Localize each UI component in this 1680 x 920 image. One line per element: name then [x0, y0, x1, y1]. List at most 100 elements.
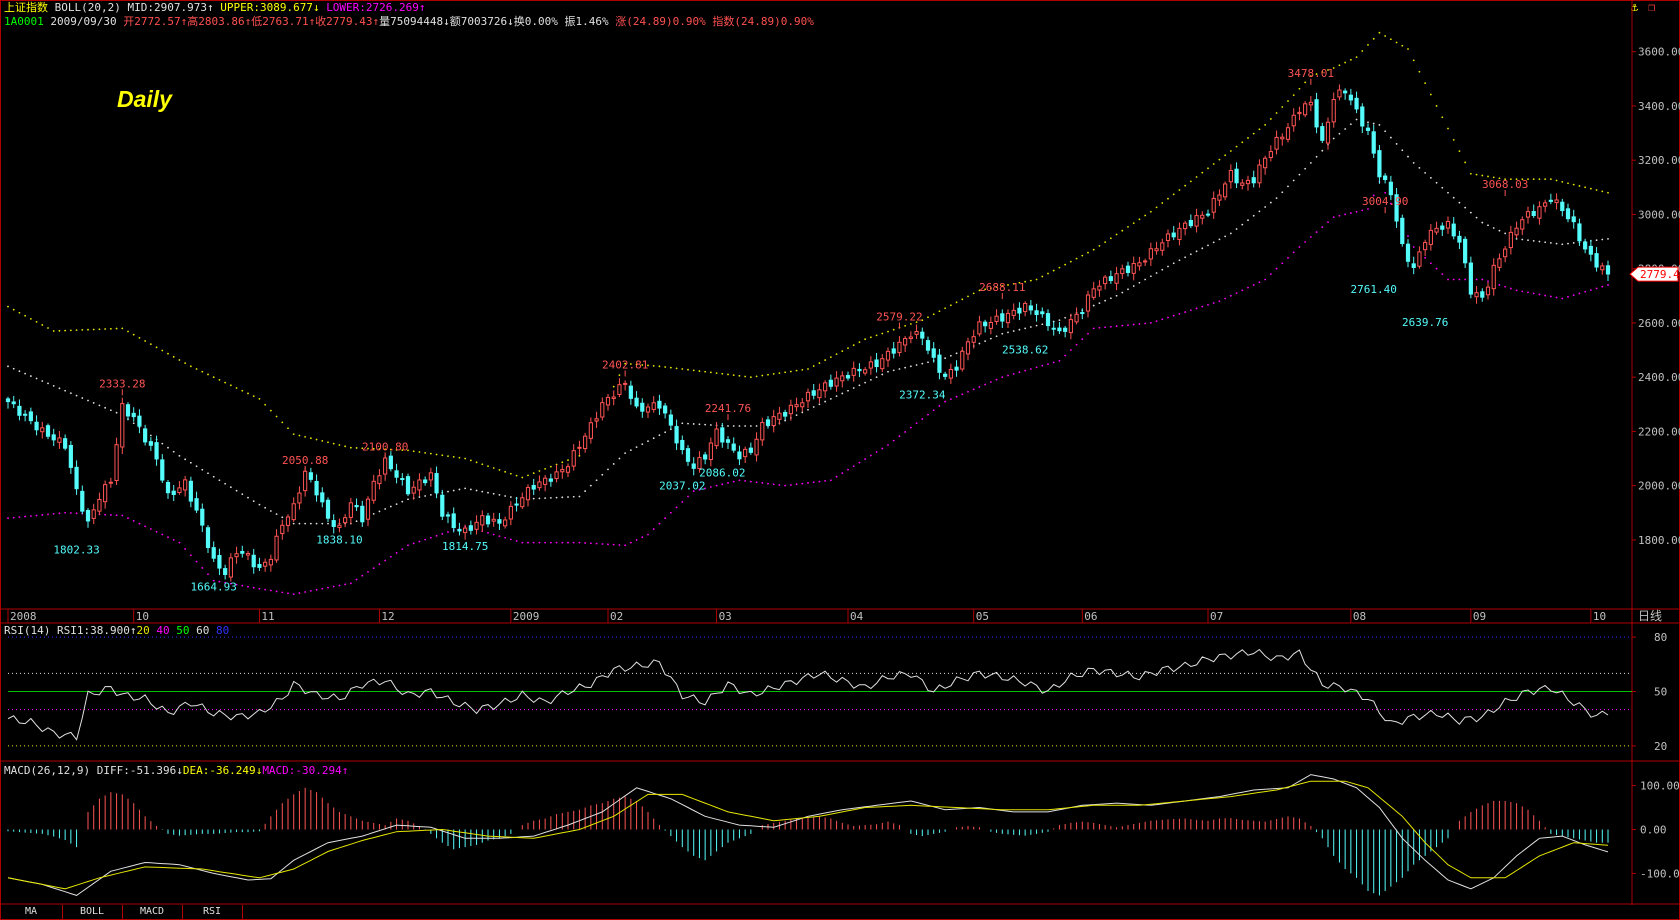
boll-lower-dot	[1212, 302, 1215, 304]
rsi-y-tick-label: 80	[1654, 631, 1667, 644]
boll-upper-dot	[1452, 138, 1455, 141]
boll-lower-dot	[1389, 202, 1392, 205]
candle-body	[365, 498, 371, 520]
boll-mid-dot	[904, 366, 907, 369]
tab-boll[interactable]: BOLL	[62, 905, 123, 919]
boll-lower-dot	[132, 520, 135, 522]
candle-body	[1354, 97, 1359, 110]
boll-upper-dot	[1304, 81, 1307, 84]
boll-upper-dot	[429, 452, 432, 455]
boll-lower-dot	[1047, 363, 1049, 366]
boll-lower-dot	[349, 582, 352, 585]
boll-upper-dot	[47, 327, 49, 329]
candle-body	[1491, 264, 1496, 290]
boll-upper-dot	[1361, 50, 1364, 52]
tab-ma[interactable]: MA	[0, 905, 63, 919]
boll-lower-dot	[709, 486, 712, 488]
candle-body	[1274, 136, 1279, 150]
boll-upper-dot	[761, 374, 764, 377]
boll-upper-dot	[1212, 163, 1215, 165]
indicator-name[interactable]: BOLL(20,2)	[54, 1, 121, 14]
candle-body	[1097, 285, 1102, 291]
boll-mid-dot	[1429, 176, 1432, 179]
candle-body	[1045, 313, 1051, 327]
index-name[interactable]: 上证指数	[4, 1, 48, 14]
candle-body	[154, 442, 159, 460]
candle-body	[874, 359, 879, 368]
boll-mid-dot	[1207, 244, 1209, 247]
candle-body	[954, 366, 959, 371]
boll-lower-dot	[247, 585, 249, 588]
candle-body	[1148, 248, 1153, 260]
candle-body	[1457, 235, 1462, 243]
candle-body	[120, 403, 125, 448]
candle-body	[931, 348, 936, 358]
boll-mid-dot	[1458, 201, 1461, 204]
candle-body	[1028, 305, 1033, 311]
boll-mid-dot	[538, 497, 541, 500]
candle-body	[851, 367, 856, 376]
boll-lower-dot	[1001, 376, 1004, 379]
boll-mid-dot	[115, 411, 118, 414]
anchor-icon[interactable]: ⚓	[1631, 0, 1639, 14]
boll-lower-dot	[7, 517, 9, 520]
boll-upper-dot	[1384, 35, 1387, 37]
boll-mid-dot	[1218, 238, 1221, 241]
x-tick-label: 08	[1353, 610, 1366, 623]
boll-mid-dot	[864, 381, 867, 384]
boll-mid-dot	[1161, 268, 1164, 271]
macd-panel[interactable]: 100.00 0.00 -100.00	[7, 774, 1680, 896]
boll-upper-dot	[658, 365, 661, 368]
boll-lower-dot	[635, 539, 638, 541]
boll-mid-dot	[47, 382, 49, 385]
candle-body	[914, 330, 919, 335]
boll-upper-dot	[287, 427, 289, 430]
boll-lower-dot	[652, 528, 655, 530]
rsi-panel[interactable]: 80 50 20	[7, 631, 1667, 753]
boll-upper-dot	[652, 364, 655, 367]
boll-lower-dot	[1235, 292, 1238, 294]
rsi-name[interactable]: RSI(14)	[4, 624, 51, 637]
candle-body	[388, 455, 393, 470]
window-icon[interactable]: ❐	[1648, 0, 1656, 14]
candle-body	[297, 492, 302, 504]
boll-mid-dot	[464, 487, 467, 490]
candle-body	[754, 438, 759, 456]
boll-mid-dot	[372, 512, 375, 515]
x-tick-label: 12	[381, 610, 394, 623]
candle-body	[131, 412, 136, 418]
tab-rsi[interactable]: RSI	[182, 905, 243, 919]
boll-upper-dot	[487, 465, 489, 468]
boll-upper-dot	[1269, 118, 1272, 120]
macd-name[interactable]: MACD(26,12,9)	[4, 764, 91, 777]
boll-upper-dot	[578, 454, 581, 457]
boll-lower-dot	[332, 585, 335, 588]
boll-lower-dot	[435, 534, 438, 537]
candle-body	[605, 396, 611, 406]
boll-mid-dot	[1572, 242, 1575, 244]
boll-upper-dot	[475, 461, 478, 464]
boll-upper-dot	[1412, 59, 1415, 62]
candle-body	[1531, 211, 1536, 217]
boll-mid-dot	[487, 491, 489, 494]
boll-upper-dot	[407, 449, 409, 452]
candles[interactable]	[5, 84, 1611, 582]
candle-body	[611, 396, 616, 400]
boll-mid-dot	[1012, 330, 1015, 332]
x-tick-label: 04	[850, 610, 864, 623]
tab-macd[interactable]: MACD	[122, 905, 183, 919]
boll-upper-dot	[715, 372, 718, 375]
candle-body	[34, 421, 39, 431]
boll-mid-dot	[915, 364, 918, 366]
boll-lower-dot	[1584, 290, 1587, 293]
boll-lower-dot	[658, 522, 661, 525]
boll-mid-dot	[309, 522, 312, 525]
boll-upper-dot	[155, 346, 158, 349]
candle-body	[697, 457, 702, 470]
candle-body	[834, 377, 839, 387]
candle-body	[468, 525, 473, 531]
boll-upper-dot	[767, 373, 769, 376]
boll-upper-dot	[647, 364, 649, 367]
boll-lower-dot	[189, 554, 192, 557]
